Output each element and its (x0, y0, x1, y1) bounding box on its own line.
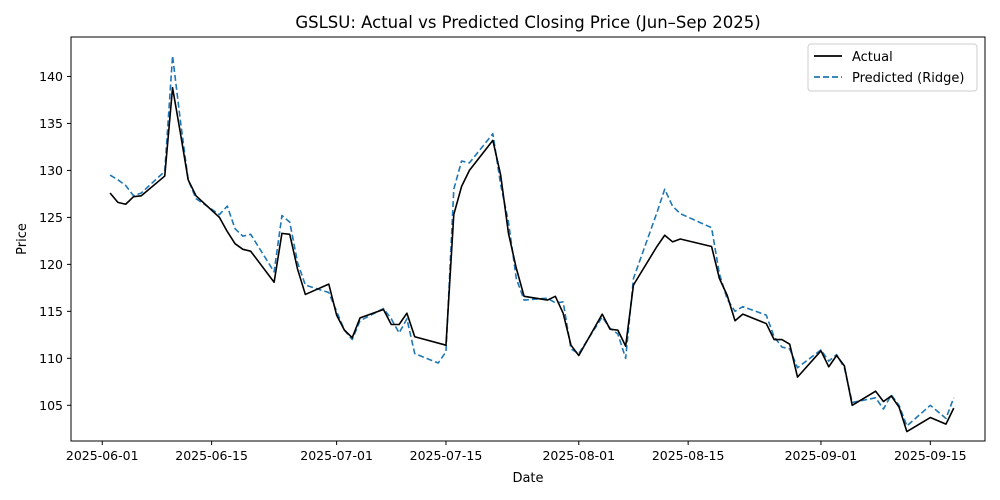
x-tick-label: 2025-08-15 (652, 448, 725, 463)
plot-lines (109, 54, 955, 433)
x-tick-label: 2025-07-01 (300, 448, 373, 463)
x-tick-label: 2025-08-01 (542, 448, 615, 463)
y-axis: 105 110 115 120 125 130 135 140 (39, 69, 71, 413)
x-axis-label: Date (512, 471, 543, 486)
x-tick-label: 2025-07-15 (410, 448, 483, 463)
y-tick-label: 105 (39, 398, 63, 413)
y-tick-label: 125 (39, 210, 63, 225)
legend-label-actual: Actual (852, 50, 893, 65)
plot-frame (70, 36, 986, 442)
x-tick-label: 2025-06-01 (66, 448, 139, 463)
x-axis: 2025-06-01 2025-06-15 2025-07-01 2025-07-15… (66, 441, 967, 463)
actual-series-line (109, 86, 955, 433)
y-tick-label: 130 (39, 163, 63, 178)
legend: Actual Predicted (Ridge) (807, 43, 978, 92)
y-tick-label: 110 (39, 351, 63, 366)
y-tick-label: 140 (39, 69, 63, 84)
legend-box (807, 43, 978, 92)
y-tick-label: 135 (39, 116, 63, 131)
y-axis-label: Price (15, 223, 30, 255)
legend-label-predicted: Predicted (Ridge) (852, 71, 964, 86)
y-tick-label: 120 (39, 257, 63, 272)
y-tick-label: 115 (39, 304, 63, 319)
x-tick-label: 2025-06-15 (175, 448, 248, 463)
x-tick-label: 2025-09-15 (894, 448, 967, 463)
chart-title: GSLSU: Actual vs Predicted Closing Price… (295, 13, 760, 32)
predicted-series-line (109, 54, 955, 427)
x-tick-label: 2025-09-01 (785, 448, 858, 463)
